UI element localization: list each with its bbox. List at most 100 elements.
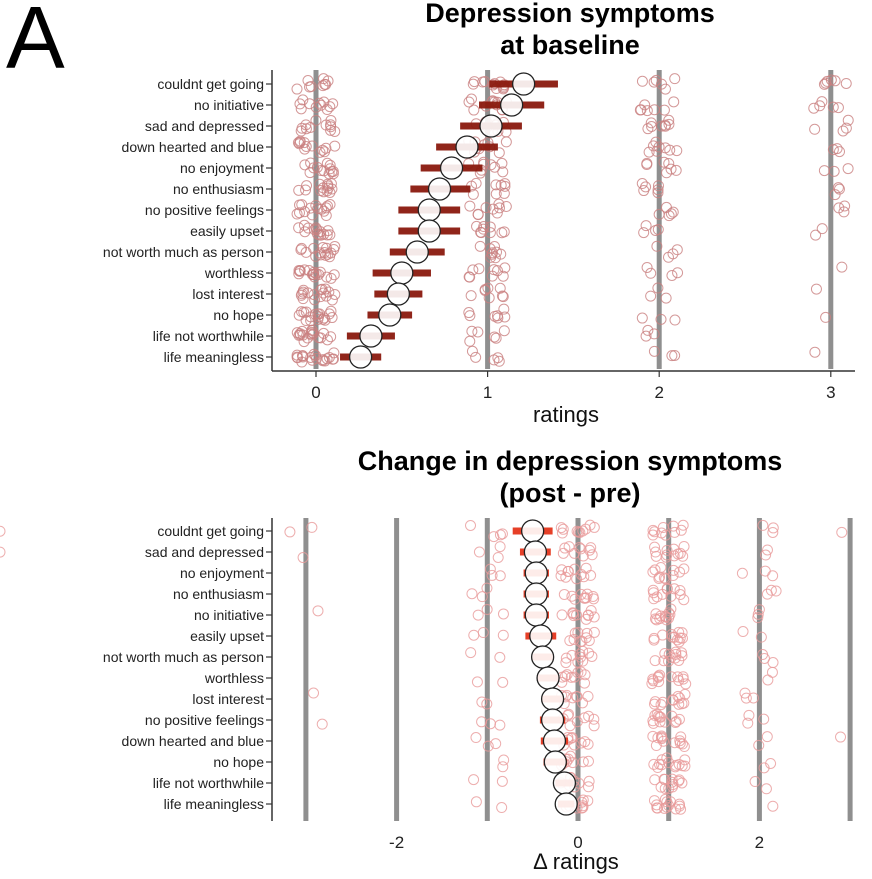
data-point (661, 544, 673, 556)
data-point (674, 566, 686, 578)
data-point (310, 101, 322, 113)
data-point (557, 523, 569, 535)
data-point (636, 312, 648, 324)
data-point (464, 310, 476, 322)
data-point (660, 201, 672, 213)
data-point (315, 165, 327, 177)
data-point (654, 669, 666, 681)
y-category-label: no enthusiasm (173, 586, 264, 602)
data-point (742, 717, 754, 729)
data-point (647, 524, 659, 536)
data-point (486, 270, 498, 282)
data-point (556, 564, 568, 576)
data-point (827, 101, 839, 113)
data-point (485, 159, 497, 171)
data-point (316, 203, 328, 215)
data-point (818, 165, 830, 177)
data-point (473, 263, 485, 275)
data-point (321, 104, 333, 116)
data-point (767, 526, 779, 538)
data-point (478, 221, 490, 233)
data-point (562, 565, 574, 577)
data-point (324, 229, 336, 241)
data-point (809, 346, 821, 358)
data-point (653, 141, 665, 153)
data-point (329, 288, 341, 300)
data-point (310, 350, 322, 362)
mean-marker (524, 603, 548, 627)
data-point (575, 737, 587, 749)
data-point (655, 699, 667, 711)
data-point (676, 698, 688, 710)
data-point (659, 83, 671, 95)
data-point (488, 354, 500, 366)
data-point (674, 584, 686, 596)
data-point (296, 288, 308, 300)
data-point (321, 157, 333, 169)
data-point (583, 635, 595, 647)
data-point (582, 690, 594, 702)
data-point (635, 104, 647, 116)
data-point (649, 696, 661, 708)
data-point (638, 185, 650, 197)
mean-marker (439, 156, 464, 180)
data-point (586, 650, 598, 662)
data-point (668, 550, 680, 562)
data-point (495, 248, 507, 260)
data-point (658, 104, 670, 116)
data-point (583, 647, 595, 659)
data-point (765, 758, 777, 770)
data-point (649, 564, 661, 576)
data-point (636, 75, 648, 87)
data-point (582, 755, 594, 767)
data-point (304, 167, 316, 179)
data-point (466, 345, 478, 357)
data-point (662, 251, 674, 263)
data-point (566, 731, 578, 743)
data-point (569, 593, 581, 605)
mean-marker (552, 771, 577, 795)
data-point (468, 629, 480, 641)
data-point (568, 671, 580, 683)
change-x-ticks: -2 0 2 (389, 833, 764, 852)
data-point (577, 525, 589, 537)
y-category-label: not worth much as person (103, 649, 264, 665)
data-point (487, 247, 499, 259)
data-point (556, 527, 568, 539)
data-point (306, 140, 318, 152)
data-point (676, 647, 688, 659)
data-point (677, 671, 689, 683)
data-point (560, 652, 572, 664)
data-point (566, 649, 578, 661)
data-point (563, 541, 575, 553)
data-point (464, 335, 476, 347)
x-tick-label: 0 (311, 383, 320, 402)
data-point (663, 648, 675, 660)
data-point (496, 157, 508, 169)
data-point (753, 739, 765, 751)
data-point (490, 188, 502, 200)
data-point (669, 761, 681, 773)
x-tick-label: 2 (654, 383, 663, 402)
data-point (661, 796, 673, 808)
y-category-label: lost interest (192, 691, 264, 707)
data-point (310, 114, 322, 126)
mean-marker (540, 687, 565, 711)
data-point (324, 186, 336, 198)
data-point (587, 590, 599, 602)
data-point (291, 208, 303, 220)
y-category-label: life not worthwhile (153, 775, 264, 791)
data-point (739, 687, 751, 699)
data-point (648, 526, 660, 538)
data-point (669, 717, 681, 729)
data-point (577, 550, 589, 562)
data-point (329, 240, 341, 252)
panel-label: A (6, 0, 65, 87)
data-point (675, 731, 687, 743)
data-point (467, 264, 479, 276)
x-tick-label: 0 (573, 833, 582, 852)
data-point (829, 189, 841, 201)
data-point (579, 712, 591, 724)
data-point (565, 671, 577, 683)
data-point (645, 267, 657, 279)
